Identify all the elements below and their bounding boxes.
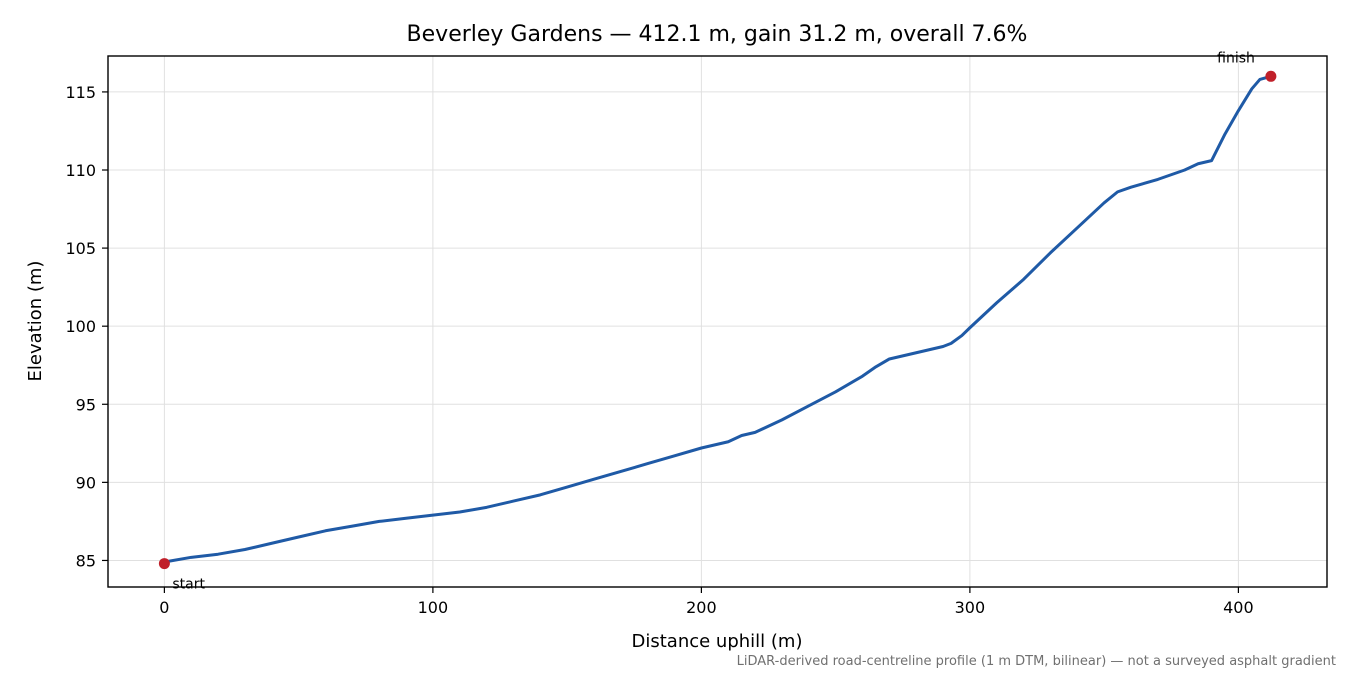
grid bbox=[108, 56, 1327, 587]
x-tick-label: 0 bbox=[159, 598, 169, 617]
chart-title: Beverley Gardens — 412.1 m, gain 31.2 m,… bbox=[407, 22, 1028, 47]
y-tick-label: 90 bbox=[76, 473, 96, 492]
finish-label: finish bbox=[1217, 50, 1255, 66]
x-axis-ticks: 0 100 200 300 400 bbox=[159, 587, 1254, 617]
start-label: start bbox=[172, 577, 205, 593]
y-axis-label: Elevation (m) bbox=[25, 261, 46, 382]
y-axis-ticks: 85 90 95 100 105 110 115 bbox=[65, 83, 108, 570]
y-tick-label: 105 bbox=[65, 239, 96, 258]
y-tick-label: 100 bbox=[65, 317, 96, 336]
elevation-line bbox=[162, 74, 1273, 564]
series-layer bbox=[162, 74, 1273, 564]
x-axis-label: Distance uphill (m) bbox=[632, 631, 803, 652]
footnote: LiDAR-derived road-centreline profile (1… bbox=[737, 654, 1336, 669]
y-tick-label: 95 bbox=[76, 395, 96, 414]
start-marker bbox=[158, 558, 170, 570]
y-tick-label: 110 bbox=[65, 161, 96, 180]
finish-marker bbox=[1265, 70, 1277, 82]
points-layer: start finish bbox=[158, 50, 1277, 593]
y-tick-label: 85 bbox=[76, 551, 96, 570]
x-tick-label: 300 bbox=[955, 598, 986, 617]
y-tick-label: 115 bbox=[65, 83, 96, 102]
x-tick-label: 400 bbox=[1223, 598, 1254, 617]
plot-frame bbox=[107, 55, 1328, 588]
x-tick-label: 200 bbox=[686, 598, 717, 617]
x-tick-label: 100 bbox=[418, 598, 449, 617]
